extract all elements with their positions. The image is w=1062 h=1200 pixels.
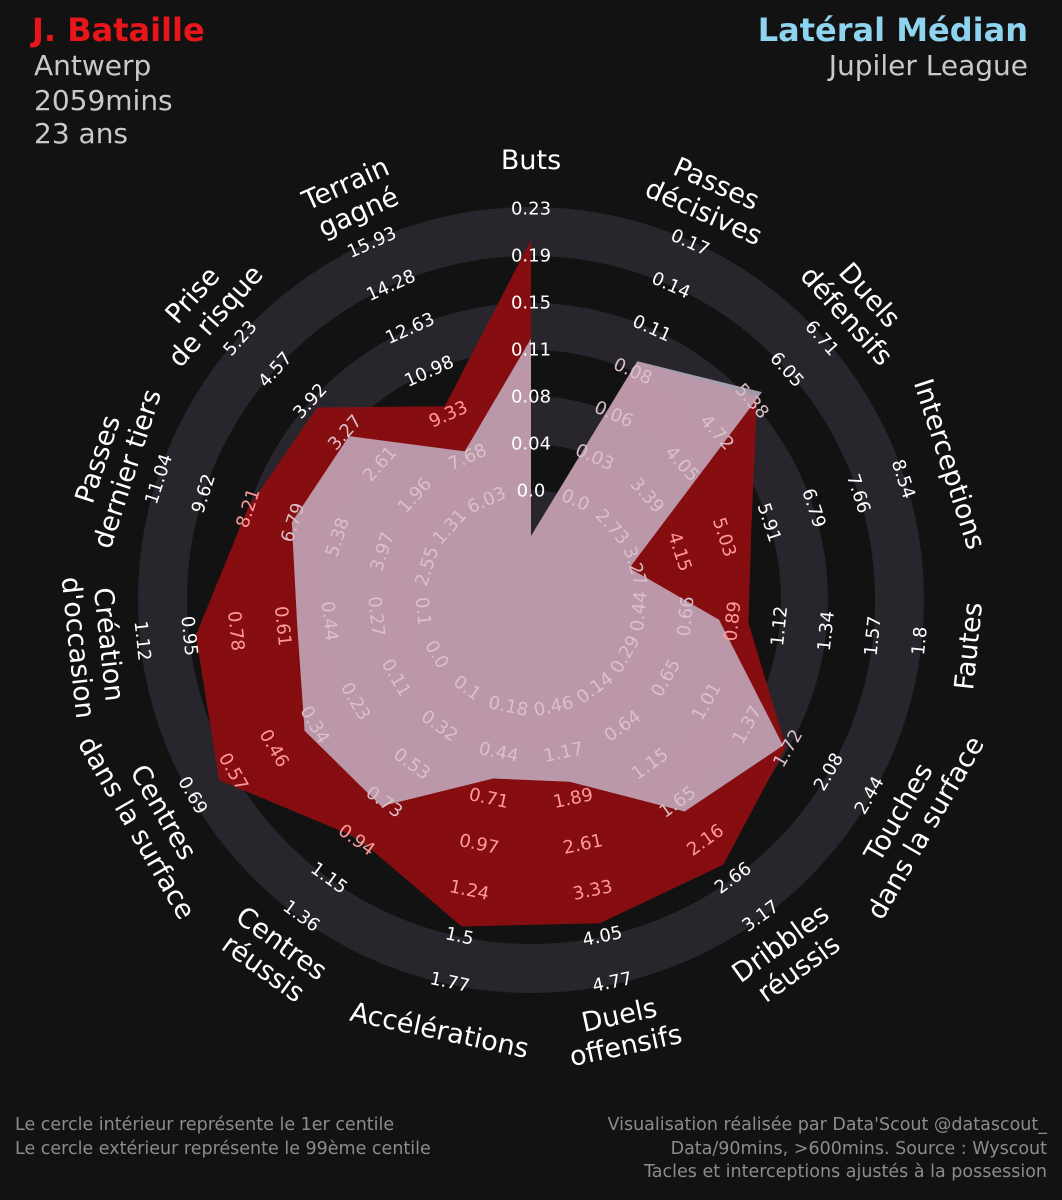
- ring-band: [138, 207, 924, 993]
- footer-notes: Le cercle intérieur représente le 1er ce…: [15, 1114, 431, 1161]
- team-name: Antwerp: [34, 49, 152, 82]
- footer-credit-adjustment: Tacles et interceptions ajustés à la pos…: [644, 1162, 1047, 1183]
- tick-label: 0.11: [511, 340, 551, 361]
- tick-label: 1.8: [908, 626, 932, 657]
- tick-label: 0.04: [511, 434, 551, 455]
- param-label-line: Buts: [501, 145, 561, 176]
- footer-credit-author: Visualisation réalisée par Data'Scout @d…: [607, 1115, 1047, 1135]
- minutes-played: 2059mins: [34, 84, 173, 117]
- tick-label: 1.12: [130, 620, 155, 662]
- tick-label: 1.34: [814, 610, 839, 652]
- tick-label: 0.1: [411, 596, 435, 627]
- tick-label: 0.44: [317, 600, 342, 642]
- position-average-overlay: [291, 338, 783, 812]
- footer-note-inner-circle: Le cercle intérieur représente le 1er ce…: [15, 1115, 395, 1135]
- tick-label: 0.23: [511, 199, 551, 220]
- tick-label: 0.0: [517, 481, 546, 502]
- tick-label: 0.78: [223, 610, 248, 652]
- tick-label: 0.61: [270, 605, 295, 647]
- player-name: J. Bataille: [32, 11, 205, 49]
- radar-polygons: [195, 239, 786, 927]
- param-label: Buts: [501, 145, 561, 176]
- footer-note-outer-circle: Le cercle extérieur représente le 99ème …: [15, 1138, 431, 1159]
- tick-label: 1.57: [861, 615, 886, 657]
- param-label-line: Fautes: [949, 601, 989, 692]
- param-label: Accélérations: [347, 997, 531, 1065]
- param-label: Fautes: [949, 601, 989, 692]
- league-name: Jupiler League: [828, 49, 1028, 82]
- param-label-line: Accélérations: [347, 997, 531, 1065]
- tick-label: 0.19: [511, 246, 551, 267]
- param-label: Créationd'occasion: [55, 572, 132, 720]
- player-age: 23 ans: [34, 117, 129, 150]
- tick-label: 0.08: [511, 387, 551, 408]
- tick-label: 0.66: [674, 595, 699, 637]
- param-label-line: Interceptions: [907, 375, 991, 553]
- tick-label: 0.15: [511, 293, 551, 314]
- tick-label: 0.27: [363, 595, 388, 637]
- footer-credits: Visualisation réalisée par Data'Scout @d…: [608, 1114, 1047, 1185]
- footer-credit-source: Data/90mins, >600mins. Source : Wyscout: [670, 1138, 1047, 1159]
- tick-label: 0.89: [720, 600, 745, 642]
- tick-label: 0.95: [176, 615, 201, 657]
- comparison-position: Latéral Médian: [757, 11, 1028, 49]
- tick-label: 1.12: [767, 605, 792, 647]
- tick-label: 0.44: [627, 590, 652, 632]
- param-label: Duelsoffensifs: [560, 989, 684, 1073]
- param-label: Interceptions: [907, 375, 991, 553]
